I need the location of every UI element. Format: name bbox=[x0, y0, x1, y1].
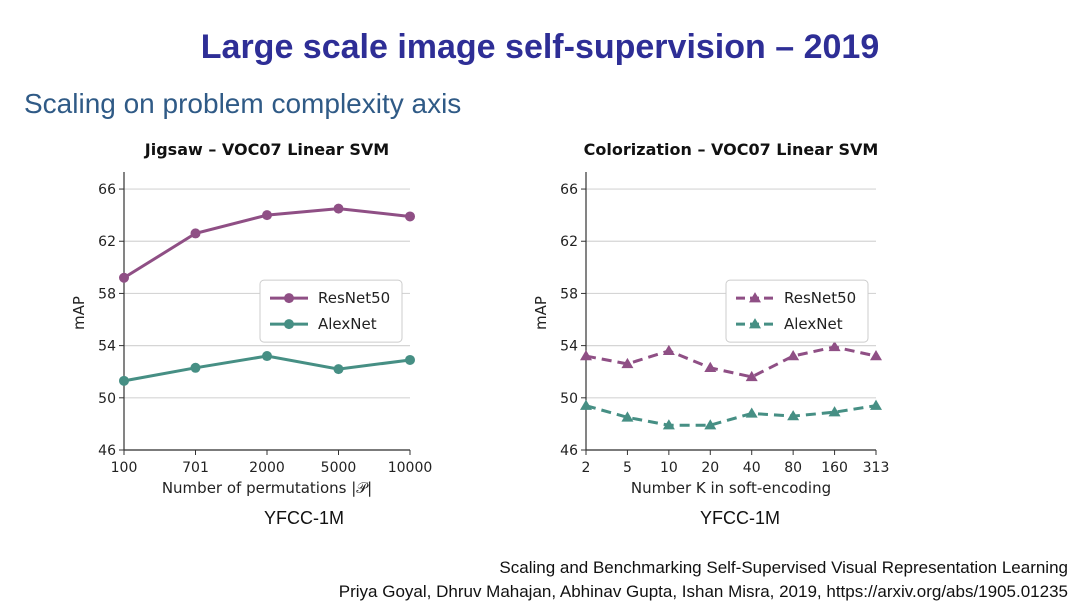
legend-marker-alexnet bbox=[284, 319, 294, 330]
jigsaw-alexnet-point bbox=[190, 362, 201, 373]
x-tick-label: 10000 bbox=[388, 460, 433, 476]
colorization-chart-title: Colorization – VOC07 Linear SVM bbox=[584, 140, 879, 159]
slide-subtitle: Scaling on problem complexity axis bbox=[24, 88, 462, 119]
y-tick-label: 62 bbox=[560, 234, 578, 250]
jigsaw-resnet50-point bbox=[262, 210, 272, 221]
x-tick-label: 2 bbox=[582, 460, 591, 476]
y-tick-label: 58 bbox=[560, 286, 578, 302]
y-tick-label: 46 bbox=[560, 443, 578, 459]
y-tick-label: 54 bbox=[560, 339, 578, 355]
colorization-resnet50-point bbox=[580, 350, 592, 361]
x-tick-label: 2000 bbox=[249, 460, 285, 476]
citation-title: Scaling and Benchmarking Self-Supervised… bbox=[499, 558, 1068, 577]
colorization-alexnet-line bbox=[585, 404, 877, 427]
y-tick-label: 50 bbox=[560, 391, 578, 407]
x-tick-label: 160 bbox=[821, 460, 848, 476]
x-tick-label: 5 bbox=[623, 460, 632, 476]
jigsaw-alexnet-point bbox=[119, 375, 129, 386]
y-tick-label: 62 bbox=[98, 234, 116, 250]
colorization-chart: Colorization – VOC07 Linear SVM 46 50 54 58 6… bbox=[532, 140, 890, 497]
colorization-dataset-label: YFCC-1M bbox=[700, 508, 780, 528]
colorization-alexnet-point bbox=[621, 411, 634, 422]
colorization-alexnet-point bbox=[787, 410, 800, 421]
colorization-resnet50-point bbox=[704, 361, 717, 372]
jigsaw-resnet50-point bbox=[119, 272, 129, 283]
jigsaw-alexnet-point bbox=[333, 364, 344, 375]
jigsaw-resnet50-point bbox=[333, 203, 344, 214]
jigsaw-x-axis-label: Number of permutations |𝒫| bbox=[162, 479, 372, 497]
x-tick-label: 80 bbox=[784, 460, 802, 476]
legend-label-resnet50: ResNet50 bbox=[784, 289, 856, 307]
jigsaw-alexnet-point bbox=[262, 351, 272, 362]
legend-box bbox=[259, 279, 403, 343]
colorization-alexnet-point bbox=[828, 406, 841, 417]
legend-box bbox=[725, 279, 869, 343]
colorization-resnet50-point bbox=[787, 350, 800, 361]
colorization-resnet50-point bbox=[828, 340, 841, 352]
legend-marker-resnet50 bbox=[284, 293, 294, 304]
legend-marker-resnet50 bbox=[749, 292, 761, 303]
colorization-resnet50-point bbox=[745, 370, 758, 382]
jigsaw-legend: ResNet50 AlexNet bbox=[259, 279, 403, 343]
jigsaw-resnet50-point bbox=[405, 211, 415, 222]
legend-marker-alexnet bbox=[749, 318, 761, 329]
y-tick-label: 54 bbox=[98, 339, 116, 355]
colorization-resnet50-line bbox=[585, 345, 877, 379]
y-tick-label: 66 bbox=[98, 182, 116, 198]
x-tick-label: 100 bbox=[111, 460, 138, 476]
y-tick-label: 50 bbox=[98, 391, 116, 407]
colorization-alexnet-point bbox=[662, 419, 675, 430]
jigsaw-dataset-label: YFCC-1M bbox=[264, 508, 344, 528]
legend-label-resnet50: ResNet50 bbox=[318, 289, 390, 307]
legend-label-alexnet: AlexNet bbox=[318, 315, 377, 333]
jigsaw-chart: Jigsaw – VOC07 Linear SVM 46 50 54 58 62 66 100… bbox=[70, 140, 433, 497]
x-tick-label: 40 bbox=[743, 460, 761, 476]
x-tick-label: 313 bbox=[863, 460, 890, 476]
colorization-resnet50-point bbox=[662, 344, 675, 356]
x-tick-label: 5000 bbox=[321, 460, 357, 476]
y-tick-label: 46 bbox=[98, 443, 116, 459]
colorization-legend: ResNet50 AlexNet bbox=[725, 279, 869, 343]
colorization-x-axis-label: Number K in soft-encoding bbox=[631, 479, 831, 497]
colorization-resnet50-point bbox=[870, 350, 882, 361]
jigsaw-chart-title: Jigsaw – VOC07 Linear SVM bbox=[144, 140, 389, 159]
x-tick-label: 701 bbox=[182, 460, 209, 476]
colorization-alexnet-point bbox=[580, 399, 592, 410]
jigsaw-alexnet-point bbox=[405, 354, 415, 365]
legend-label-alexnet: AlexNet bbox=[784, 315, 843, 333]
colorization-resnet50-point bbox=[621, 357, 634, 369]
y-tick-label: 58 bbox=[98, 286, 116, 302]
citation-authors: Priya Goyal, Dhruv Mahajan, Abhinav Gupt… bbox=[338, 582, 1068, 601]
x-tick-label: 20 bbox=[701, 460, 719, 476]
colorization-alexnet-point bbox=[704, 419, 717, 430]
y-tick-label: 66 bbox=[560, 182, 578, 198]
colorization-alexnet-point bbox=[870, 399, 882, 410]
colorization-y-axis-label: mAP bbox=[532, 296, 550, 330]
slide-title: Large scale image self-supervision – 201… bbox=[200, 28, 880, 66]
x-tick-label: 10 bbox=[660, 460, 678, 476]
colorization-alexnet-point bbox=[745, 407, 758, 418]
jigsaw-resnet50-point bbox=[190, 228, 201, 239]
jigsaw-y-axis-label: mAP bbox=[70, 296, 88, 330]
